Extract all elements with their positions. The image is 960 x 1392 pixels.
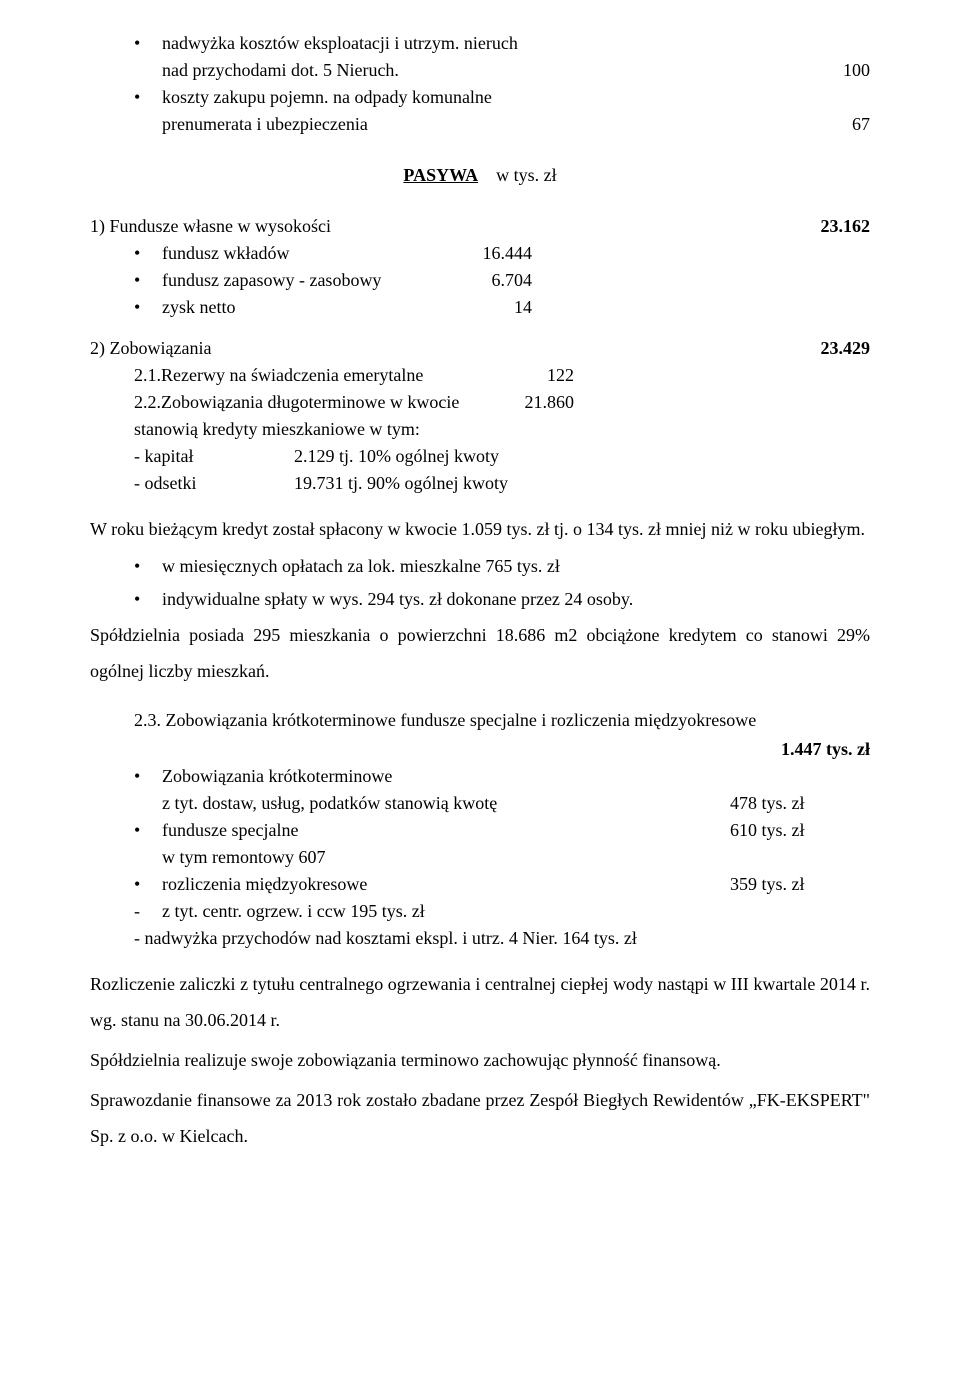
heading-title: PASYWA [403, 165, 478, 185]
heading-unit: w tys. zł [483, 165, 557, 185]
text: 2) Zobowiązania [90, 335, 801, 362]
text: zysk netto [162, 294, 442, 321]
text: fundusz wkładów [162, 240, 442, 267]
top-bullet-2-cont: prenumerata i ubezpieczenia 67 [162, 111, 870, 138]
s23-item-1-sub: z tyt. dostaw, usług, podatków stanowią … [162, 790, 870, 817]
text: 1) Fundusze własne w wysokości [90, 213, 801, 240]
paragraph-3: Rozliczenie zaliczki z tytułu centralneg… [90, 966, 870, 1038]
para-bullet-1: • w miesięcznych opłatach za lok. mieszk… [134, 553, 870, 580]
section-23-total: 1.447 tys. zł [90, 736, 870, 763]
bullet-icon: • [134, 294, 162, 321]
value: 359 tys. zł [730, 871, 870, 898]
text: fundusze specjalne [162, 817, 730, 844]
value: 122 [484, 362, 574, 389]
text: nadwyżka kosztów eksploatacji i utrzym. … [162, 30, 870, 57]
text: indywidualne spłaty w wys. 294 tys. zł d… [162, 586, 870, 613]
s23-item-2: • fundusze specjalne 610 tys. zł [134, 817, 870, 844]
top-bullet-1: • nadwyżka kosztów eksploatacji i utrzym… [134, 30, 870, 57]
value: 14 [442, 294, 532, 321]
text: - nadwyżka przychodów nad kosztami ekspl… [134, 928, 637, 948]
bullet-icon: • [134, 553, 162, 580]
s1-item-1: • fundusz wkładów 16.444 [134, 240, 870, 267]
bullet-icon: • [134, 871, 162, 898]
text: z tyt. dostaw, usług, podatków stanowią … [162, 790, 730, 817]
text: w tym remontowy 607 [162, 847, 326, 867]
value: 67 [832, 111, 870, 138]
value: 100 [823, 57, 870, 84]
heading-pasywa: PASYWA w tys. zł [90, 162, 870, 189]
para-bullet-2: • indywidualne spłaty w wys. 294 tys. zł… [134, 586, 870, 613]
top-bullet-2: • koszty zakupu pojemn. na odpady komuna… [134, 84, 870, 111]
bullet-icon: • [134, 763, 162, 790]
bullet-icon: • [134, 267, 162, 294]
section-23-title: 2.3. Zobowiązania krótkoterminowe fundus… [134, 707, 870, 734]
text: rozliczenia międzyokresowe [162, 871, 730, 898]
paragraph-1: W roku bieżącym kredyt został spłacony w… [90, 511, 870, 547]
text: 2.1.Rezerwy na świadczenia emerytalne [134, 362, 484, 389]
value: 23.162 [801, 213, 871, 240]
s2-row-2-sub: stanowią kredyty mieszkaniowe w tym: [134, 416, 870, 443]
s23-item-3: • rozliczenia międzyokresowe 359 tys. zł [134, 871, 870, 898]
value: 610 tys. zł [730, 817, 870, 844]
bullet-icon: • [134, 84, 162, 111]
s2-row-2: 2.2.Zobowiązania długoterminowe w kwocie… [134, 389, 870, 416]
s2-kapital: - kapitał 2.129 tj. 10% ogólnej kwoty [134, 443, 870, 470]
paragraph-2: Spółdzielnia posiada 295 mieszkania o po… [90, 617, 870, 689]
text: - kapitał [134, 443, 294, 470]
dash-icon: - [134, 898, 162, 925]
bullet-icon: • [134, 30, 162, 57]
s23-item-2-sub: w tym remontowy 607 [162, 844, 870, 871]
text: nad przychodami dot. 5 Nieruch. [162, 57, 823, 84]
value: 6.704 [442, 267, 532, 294]
value: 21.860 [484, 389, 574, 416]
bullet-icon: • [134, 817, 162, 844]
value: 19.731 tj. 90% ogólnej kwoty [294, 470, 508, 497]
section-2-title: 2) Zobowiązania 23.429 [90, 335, 870, 362]
text: - odsetki [134, 470, 294, 497]
bullet-icon: • [134, 240, 162, 267]
paragraph-5: Sprawozdanie finansowe za 2013 rok zosta… [90, 1082, 870, 1154]
value: 23.429 [801, 335, 871, 362]
text: fundusz zapasowy - zasobowy [162, 267, 442, 294]
s23-dash-1: - z tyt. centr. ogrzew. i ccw 195 tys. z… [134, 898, 870, 925]
text: stanowią kredyty mieszkaniowe w tym: [134, 419, 420, 439]
s23-item-1: • Zobowiązania krótkoterminowe [134, 763, 870, 790]
text: w miesięcznych opłatach za lok. mieszkal… [162, 553, 870, 580]
s2-row-1: 2.1.Rezerwy na świadczenia emerytalne 12… [134, 362, 870, 389]
s23-dash-2: - nadwyżka przychodów nad kosztami ekspl… [134, 925, 870, 952]
text: 2.3. Zobowiązania krótkoterminowe fundus… [134, 710, 756, 730]
text: prenumerata i ubezpieczenia [162, 111, 832, 138]
paragraph-4: Spółdzielnia realizuje swoje zobowiązani… [90, 1042, 870, 1078]
s2-odsetki: - odsetki 19.731 tj. 90% ogólnej kwoty [134, 470, 870, 497]
text: z tyt. centr. ogrzew. i ccw 195 tys. zł [162, 898, 425, 925]
s1-item-3: • zysk netto 14 [134, 294, 870, 321]
bullet-icon: • [134, 586, 162, 613]
top-bullet-1-cont: nad przychodami dot. 5 Nieruch. 100 [162, 57, 870, 84]
value: 478 tys. zł [730, 790, 870, 817]
text: Zobowiązania krótkoterminowe [162, 763, 870, 790]
s1-item-2: • fundusz zapasowy - zasobowy 6.704 [134, 267, 870, 294]
value: 2.129 tj. 10% ogólnej kwoty [294, 443, 499, 470]
value: 16.444 [442, 240, 532, 267]
text: koszty zakupu pojemn. na odpady komunaln… [162, 84, 870, 111]
text: 2.2.Zobowiązania długoterminowe w kwocie [134, 389, 484, 416]
section-1-title: 1) Fundusze własne w wysokości 23.162 [90, 213, 870, 240]
